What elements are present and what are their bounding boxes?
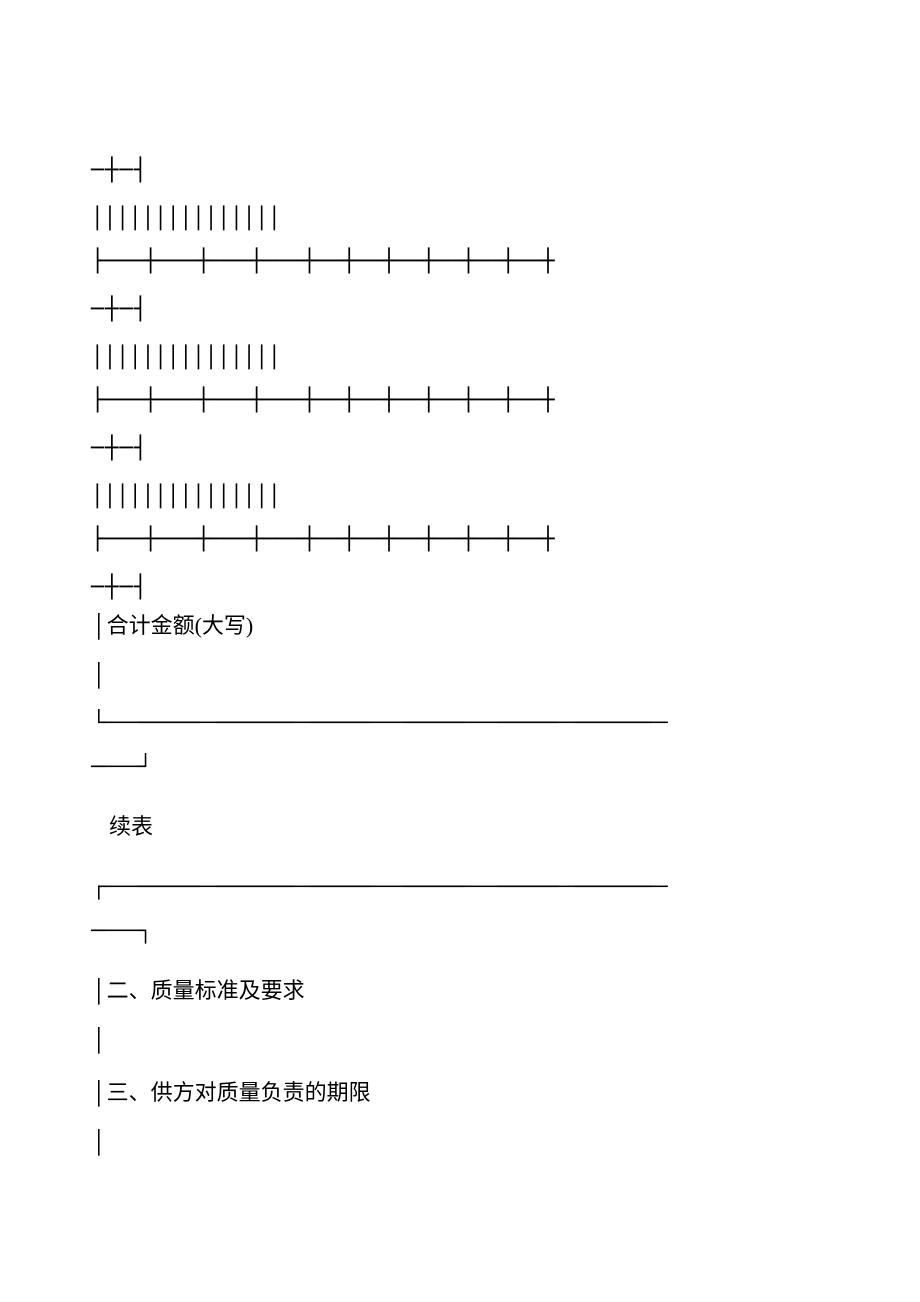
tick-row-wide: ├───┼───┼───┼───┼──┼──┼──┼──┼──┼──┼ [91, 251, 831, 273]
section-quality-standard: │二、质量标准及要求 [91, 973, 831, 1005]
tick-row-dense: │││││││││││││││ [91, 347, 831, 368]
tick-row-short: ─┼─┤ [91, 438, 831, 460]
section-quality-liability: │三、供方对质量负责的期限 [91, 1075, 831, 1107]
tick-row-dense: │││││││││││││││ [91, 486, 831, 507]
document-content: ─┼─┤ │││││││││││││││ ├───┼───┼───┼───┼──… [91, 160, 831, 1155]
total-row-blank: │ [91, 660, 831, 691]
table-row-group: ─┼─┤ │││││││││││││││ ├───┼───┼───┼───┼──… [91, 299, 831, 412]
tick-row-dense: │││││││││││││││ [91, 208, 831, 229]
tick-row-short: ─┼─┤ [91, 299, 831, 321]
continued-table-label: 续表 [109, 809, 831, 841]
tick-row-wide: ├───┼───┼───┼───┼──┼──┼──┼──┼──┼──┼ [91, 529, 831, 551]
table-top-corner: ───┐ [91, 917, 831, 943]
tick-row-short: ─┼─┤ [91, 160, 831, 182]
section-blank: │ [91, 1129, 831, 1155]
table-top-border: ┌──────────────────────────────────── [91, 873, 831, 899]
table-bottom-border: └──────────────────────────────────── [91, 709, 831, 735]
section-blank: │ [91, 1027, 831, 1053]
table-bottom-corner: ───┘ [91, 753, 831, 779]
tick-row-short: ─┼─┤ [91, 577, 831, 599]
table-row-group: ─┼─┤ │││││││││││││││ ├───┼───┼───┼───┼──… [91, 160, 831, 273]
total-row-label: │合计金额(大写) [91, 611, 831, 642]
tick-row-wide: ├───┼───┼───┼───┼──┼──┼──┼──┼──┼──┼ [91, 390, 831, 412]
table-row-group: ─┼─┤ │││││││││││││││ ├───┼───┼───┼───┼──… [91, 438, 831, 551]
